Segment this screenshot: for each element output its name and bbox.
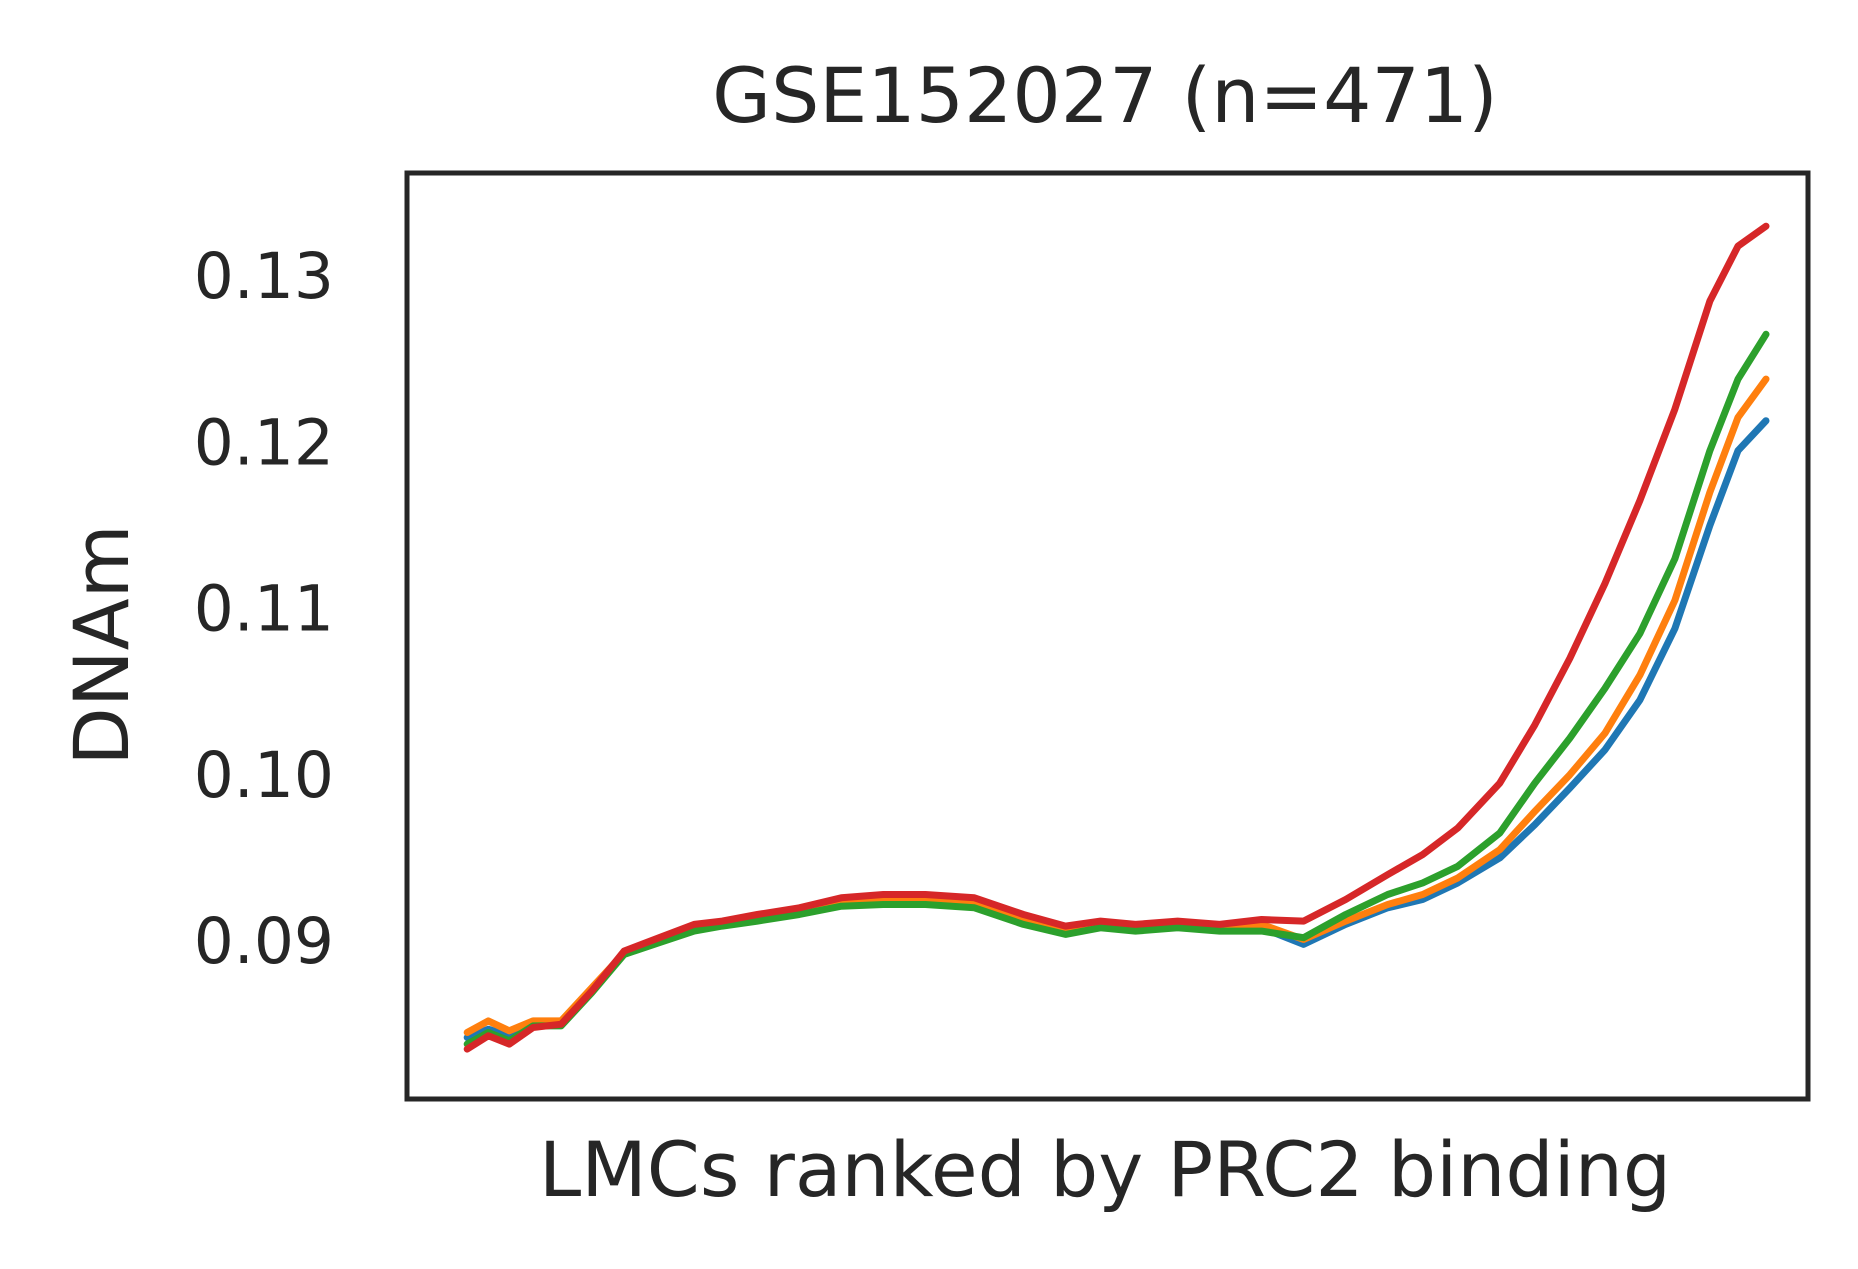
y-tick-label: 0.10 [194, 739, 334, 812]
plot-area [404, 170, 1811, 1102]
y-tick-label: 0.09 [194, 905, 334, 978]
plot-frame [404, 170, 1811, 1102]
series-line-4 [463, 222, 1770, 1053]
x-axis-label: LMCs ranked by PRC2 binding [539, 1125, 1671, 1214]
y-tick-label: 0.12 [194, 406, 334, 479]
y-tick-label: 0.11 [194, 573, 334, 646]
y-axis-label: DNAm [57, 524, 146, 765]
chart-title: GSE152027 (n=471) [712, 51, 1498, 140]
series-group [463, 222, 1770, 1053]
y-tick-label: 0.13 [194, 240, 334, 313]
y-axis-ticks: 0.09 0.10 0.11 0.12 0.13 [194, 240, 334, 978]
